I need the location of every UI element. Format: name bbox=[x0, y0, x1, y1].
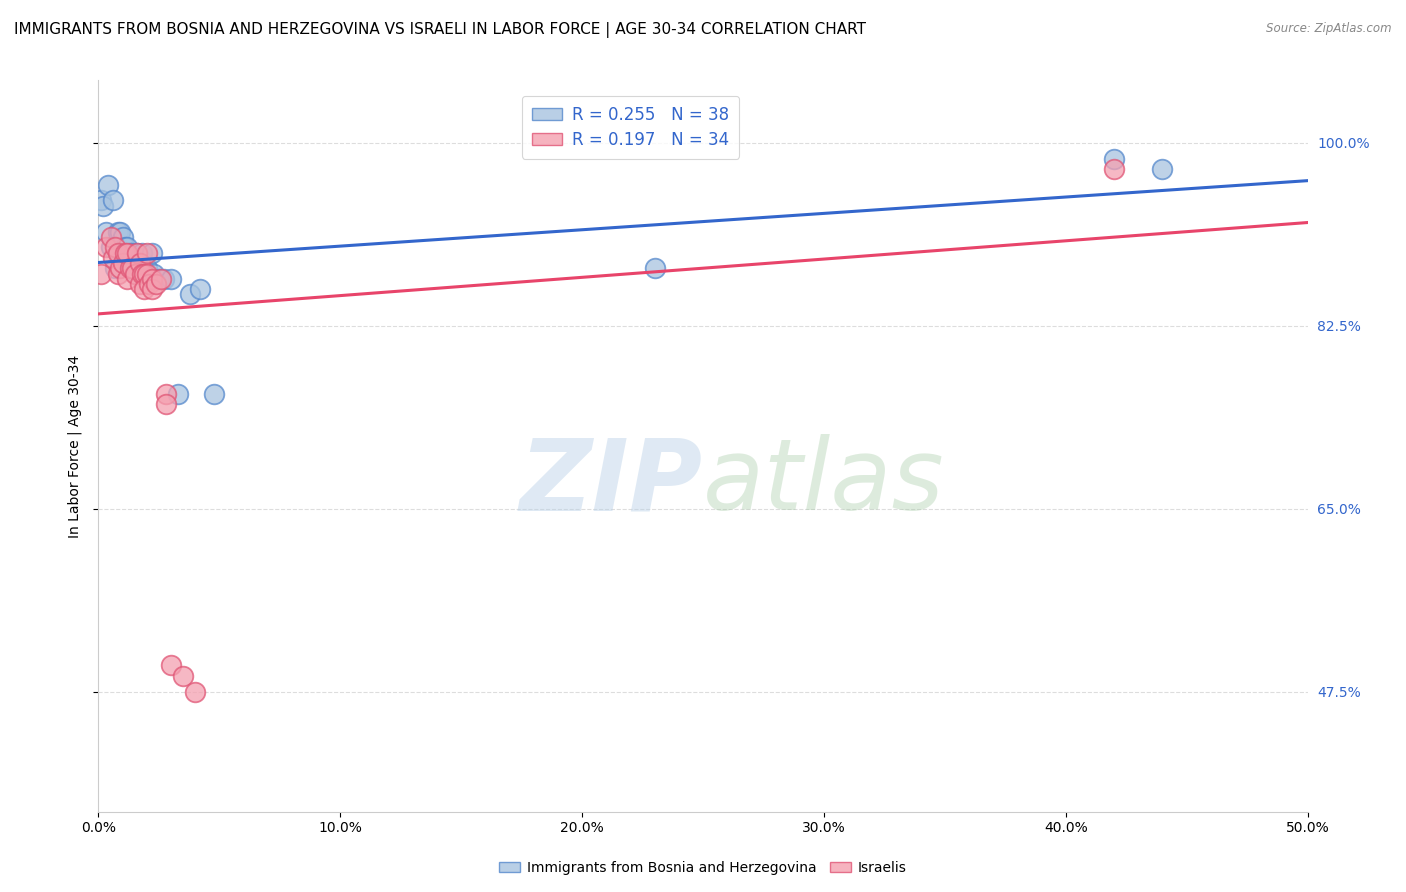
Point bbox=[104, 261, 127, 276]
Point bbox=[150, 272, 173, 286]
Point bbox=[1102, 162, 1125, 177]
Point bbox=[90, 194, 112, 208]
Point bbox=[184, 684, 207, 698]
Point bbox=[100, 230, 122, 244]
Point bbox=[135, 267, 157, 281]
Point bbox=[1102, 152, 1125, 166]
Point bbox=[179, 287, 201, 301]
Point bbox=[91, 199, 114, 213]
Point bbox=[128, 277, 150, 291]
Point bbox=[118, 261, 141, 276]
Point bbox=[148, 272, 170, 286]
Point bbox=[127, 267, 149, 281]
Point bbox=[138, 277, 160, 291]
Point bbox=[160, 658, 183, 673]
Point bbox=[108, 245, 131, 260]
Point bbox=[111, 256, 134, 270]
Point bbox=[121, 261, 143, 276]
Text: atlas: atlas bbox=[703, 434, 945, 531]
Point bbox=[188, 282, 211, 296]
Point bbox=[134, 282, 156, 296]
Point bbox=[108, 225, 131, 239]
Point bbox=[145, 277, 167, 291]
Point bbox=[107, 225, 129, 239]
Point bbox=[152, 272, 174, 286]
Text: ZIP: ZIP bbox=[520, 434, 703, 531]
Point bbox=[204, 386, 226, 401]
Point bbox=[117, 240, 139, 254]
Point bbox=[128, 256, 150, 270]
Point bbox=[101, 194, 124, 208]
Point bbox=[131, 245, 153, 260]
Point bbox=[135, 261, 157, 276]
Point bbox=[143, 267, 166, 281]
Point bbox=[124, 267, 146, 281]
Point bbox=[141, 272, 163, 286]
Legend: R = 0.255   N = 38, R = 0.197   N = 34: R = 0.255 N = 38, R = 0.197 N = 34 bbox=[522, 96, 740, 159]
Point bbox=[121, 245, 143, 260]
Point bbox=[104, 240, 127, 254]
Point bbox=[155, 386, 177, 401]
Point bbox=[107, 245, 129, 260]
Point bbox=[118, 261, 141, 276]
Point bbox=[134, 267, 156, 281]
Point bbox=[100, 240, 122, 254]
Point bbox=[1152, 162, 1174, 177]
Point bbox=[127, 245, 149, 260]
Text: Source: ZipAtlas.com: Source: ZipAtlas.com bbox=[1267, 22, 1392, 36]
Point bbox=[160, 272, 183, 286]
Point bbox=[135, 245, 157, 260]
Point bbox=[108, 261, 131, 276]
Point bbox=[644, 261, 666, 276]
Text: IMMIGRANTS FROM BOSNIA AND HERZEGOVINA VS ISRAELI IN LABOR FORCE | AGE 30-34 COR: IMMIGRANTS FROM BOSNIA AND HERZEGOVINA V… bbox=[14, 22, 866, 38]
Point bbox=[128, 251, 150, 265]
Point bbox=[94, 240, 117, 254]
Point bbox=[141, 245, 163, 260]
Point bbox=[114, 240, 136, 254]
Point bbox=[118, 245, 141, 260]
Point bbox=[111, 230, 134, 244]
Point bbox=[107, 267, 129, 281]
Point bbox=[90, 267, 112, 281]
Point bbox=[124, 261, 146, 276]
Point bbox=[107, 245, 129, 260]
Y-axis label: In Labor Force | Age 30-34: In Labor Force | Age 30-34 bbox=[67, 354, 83, 538]
Point bbox=[167, 386, 190, 401]
Point bbox=[155, 397, 177, 411]
Point bbox=[94, 225, 117, 239]
Point bbox=[97, 178, 120, 192]
Point bbox=[127, 245, 149, 260]
Point bbox=[117, 245, 139, 260]
Point bbox=[114, 245, 136, 260]
Point bbox=[101, 251, 124, 265]
Point bbox=[131, 267, 153, 281]
Point bbox=[141, 282, 163, 296]
Point bbox=[117, 256, 139, 270]
Point bbox=[111, 245, 134, 260]
Legend: Immigrants from Bosnia and Herzegovina, Israelis: Immigrants from Bosnia and Herzegovina, … bbox=[494, 855, 912, 880]
Point bbox=[172, 669, 194, 683]
Point bbox=[134, 263, 156, 277]
Point bbox=[117, 272, 139, 286]
